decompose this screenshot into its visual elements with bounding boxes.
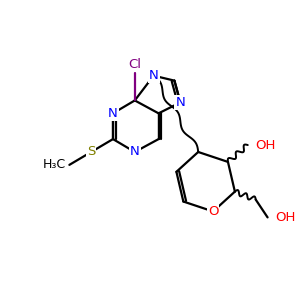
Text: N: N [176,96,185,109]
Text: S: S [87,146,95,158]
Text: H₃C: H₃C [42,158,65,171]
Text: OH: OH [275,211,296,224]
Text: OH: OH [256,139,276,152]
Text: O: O [208,205,218,218]
Text: N: N [149,69,158,82]
Text: N: N [130,146,140,158]
Text: N: N [108,107,118,120]
Text: Cl: Cl [128,58,141,71]
